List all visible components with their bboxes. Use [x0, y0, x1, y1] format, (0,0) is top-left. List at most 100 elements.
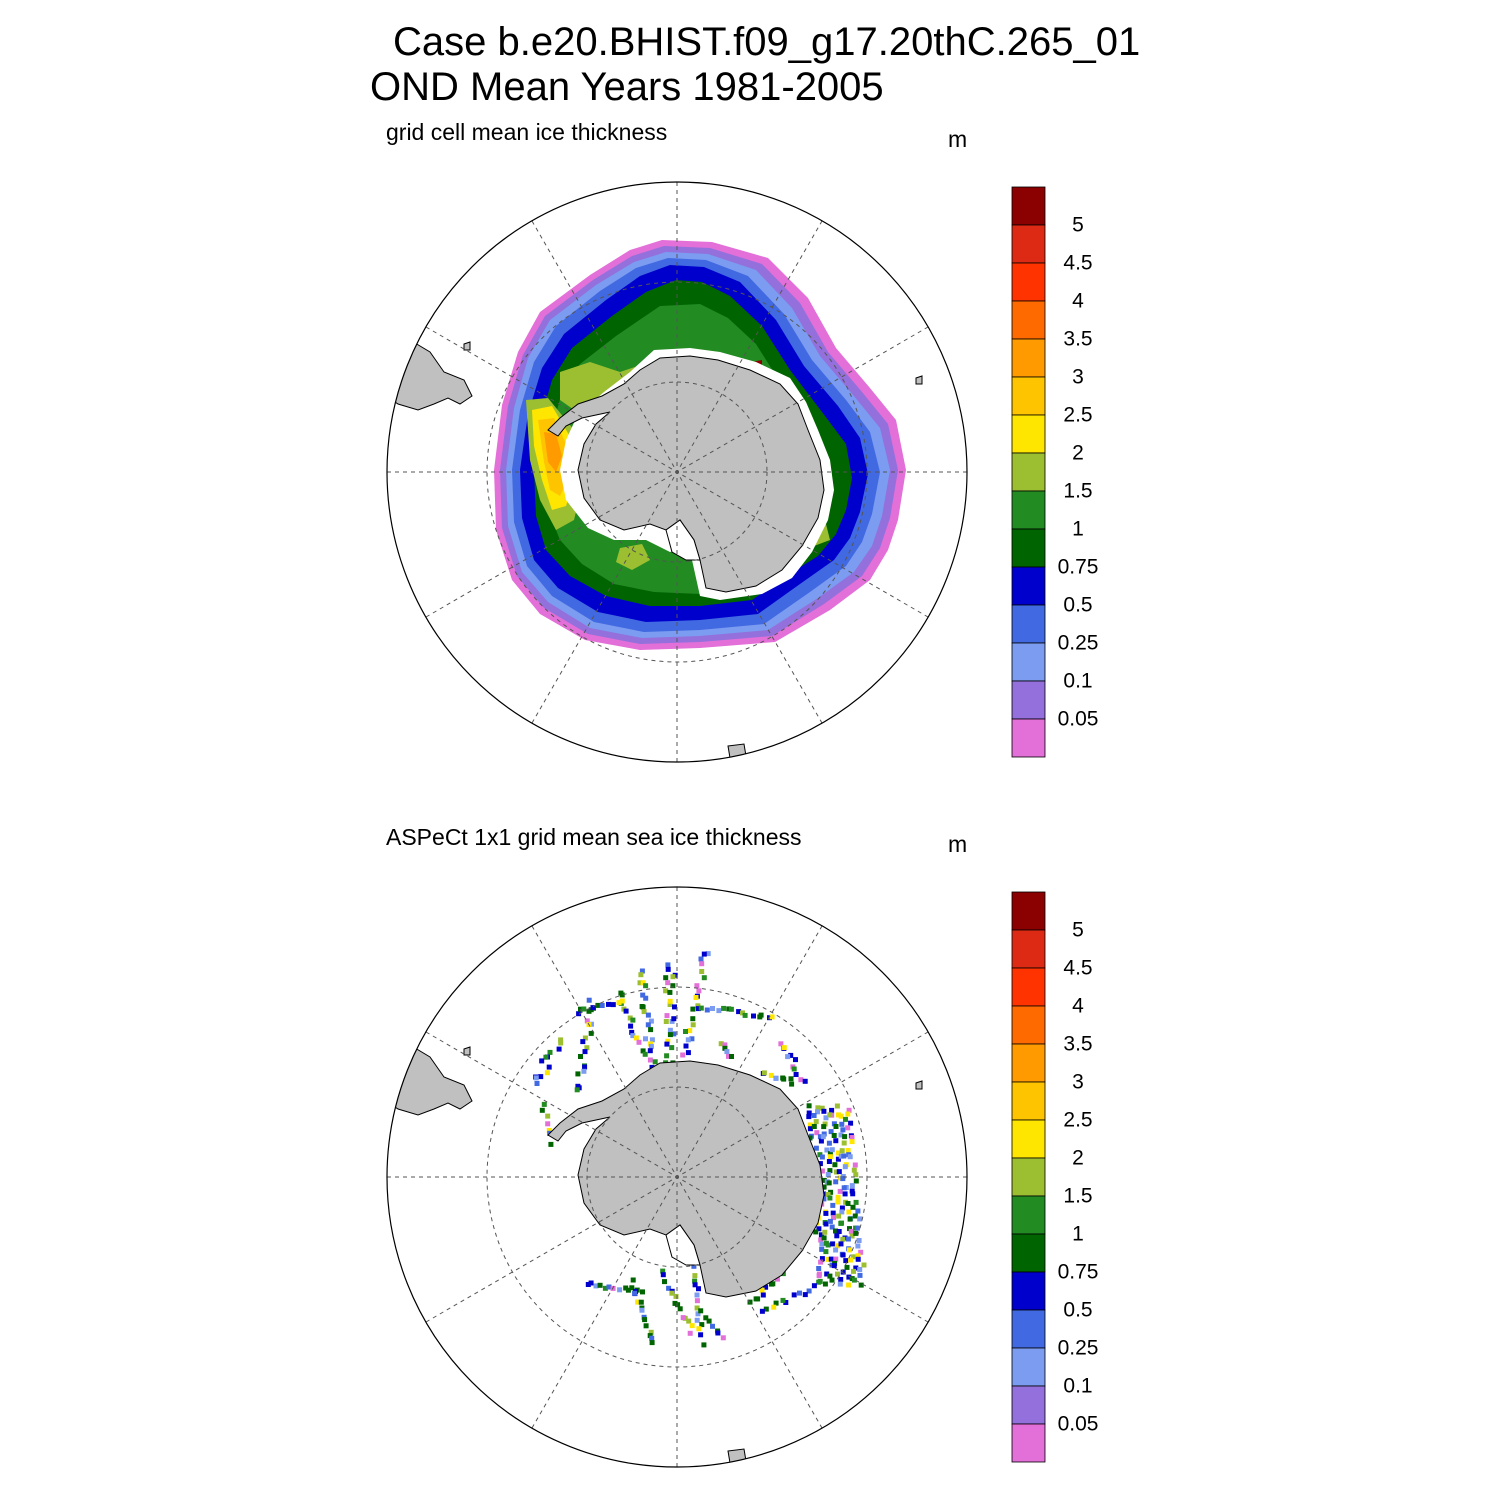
south-georgia-land-obs [463, 1046, 471, 1056]
colorbar-swatch [1011, 1309, 1046, 1349]
observation-cell [833, 1247, 839, 1253]
observation-cell [582, 1035, 588, 1041]
observation-cell [648, 1027, 654, 1033]
figure-title-line2: OND Mean Years 1981-2005 [370, 65, 884, 109]
observation-cell [837, 1188, 843, 1194]
observation-cell [783, 1300, 789, 1305]
observation-cell [759, 1308, 765, 1314]
observation-cell [822, 1229, 828, 1235]
observation-cell [850, 1191, 856, 1197]
colorbar-swatch [1011, 414, 1046, 454]
observation-cell [829, 1224, 835, 1230]
observation-cell [574, 1087, 580, 1093]
observation-cell [855, 1256, 861, 1262]
observation-cell [848, 1120, 854, 1126]
observation-cell [807, 1122, 813, 1128]
observation-cell [630, 1017, 636, 1023]
observation-cell [835, 1271, 840, 1277]
observation-cell [839, 1209, 845, 1215]
observation-cell [760, 1292, 766, 1298]
small-island-land-obs [915, 1080, 923, 1090]
colorbar-swatch [1011, 642, 1046, 682]
observation-cell [663, 988, 669, 994]
observation-cell [670, 974, 676, 980]
observation-cell [687, 1330, 693, 1336]
observation-cell [742, 1012, 748, 1018]
observation-cell [685, 1037, 691, 1043]
observation-cell [580, 1039, 586, 1045]
observation-cell [647, 1333, 653, 1339]
observation-cell [545, 1113, 551, 1119]
observation-cell [645, 1022, 651, 1028]
observation-cell [798, 1077, 804, 1083]
panel-obs-map [386, 886, 968, 1468]
map-boundary-top [386, 181, 968, 763]
observation-cell [584, 1018, 590, 1024]
colorbar-tick-label: 3 [1072, 1070, 1084, 1094]
colorbar-swatch [1011, 1195, 1046, 1235]
observation-cell [581, 1006, 587, 1012]
colorbar-obs [1011, 891, 1046, 1463]
observation-cell [827, 1112, 833, 1118]
observation-cell [857, 1216, 863, 1222]
observation-cell [830, 1241, 836, 1247]
observation-cell [827, 1218, 833, 1224]
observation-cell [853, 1265, 859, 1271]
observation-cell [827, 1151, 833, 1157]
observation-cell [695, 1006, 701, 1012]
panel-obs-units: m [948, 831, 968, 857]
ross-ice-shelf [665, 519, 701, 561]
observation-cell [763, 1284, 769, 1290]
observation-cell [831, 1215, 836, 1221]
observation-cell [616, 1000, 622, 1006]
observation-cell [556, 1046, 562, 1052]
observation-cell [667, 1027, 673, 1033]
observation-cell [857, 1267, 863, 1272]
colorbar-tick-label: 0.75 [1057, 555, 1099, 579]
observation-cell [840, 1269, 846, 1275]
observation-cell [847, 1216, 853, 1222]
observation-cell [534, 1081, 540, 1086]
observation-cell [640, 980, 646, 986]
observation-cell [686, 1318, 692, 1324]
colorbar-tick-label: 1.5 [1063, 1184, 1093, 1208]
colorbar-tick-label: 5 [1072, 918, 1084, 942]
observation-cell [802, 1078, 808, 1084]
colorbar-tick-label: 2.5 [1063, 403, 1093, 427]
observation-cell [675, 1302, 681, 1308]
observation-cell [643, 1323, 649, 1329]
observation-cell [660, 1268, 666, 1274]
observation-cell [840, 1236, 846, 1242]
colorbar-tick-label: 4.5 [1063, 251, 1093, 275]
observation-cell [852, 1162, 858, 1168]
observation-cell [597, 1282, 603, 1288]
observation-cell [763, 1306, 769, 1312]
observation-cell [740, 1010, 745, 1016]
colorbar-swatch [1011, 1385, 1046, 1425]
observation-cell [669, 1290, 675, 1296]
observation-cell [849, 1188, 855, 1194]
south-georgia-land [463, 341, 471, 351]
observation-cell [834, 1103, 840, 1109]
observation-cell [726, 1053, 731, 1059]
observation-cell [773, 1075, 779, 1081]
observation-cell [643, 983, 649, 989]
observation-cell [832, 1162, 838, 1168]
observation-cell [833, 1256, 839, 1262]
observation-cell [547, 1049, 553, 1055]
observation-cell [774, 1276, 780, 1282]
observation-cell [690, 1006, 696, 1012]
observation-cell [710, 1323, 715, 1329]
observation-cell [845, 1125, 851, 1131]
observation-cell [781, 1045, 787, 1051]
observation-cell [660, 1272, 666, 1278]
observation-cell [806, 1114, 812, 1120]
observation-cell [857, 1272, 863, 1278]
observation-cell [722, 1042, 728, 1048]
observation-cell [755, 1296, 761, 1302]
observation-cell [546, 1064, 552, 1070]
observation-cell [630, 1033, 636, 1039]
observation-cell [663, 1019, 669, 1024]
observation-cell [581, 1068, 587, 1074]
observation-cell [705, 951, 711, 957]
